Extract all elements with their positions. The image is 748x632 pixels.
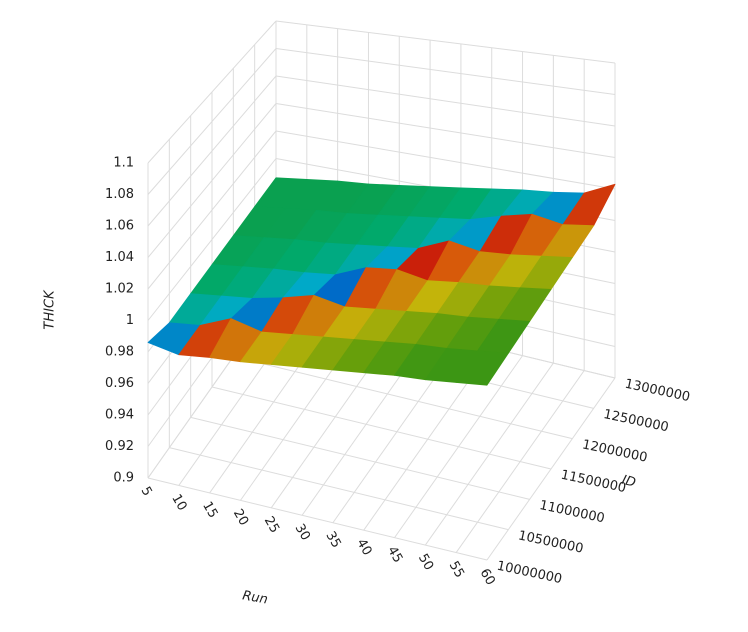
surface-patch [455,350,509,386]
x-tick-label: 30 [292,522,313,544]
x-tick-label: 5 [138,484,155,499]
grid-line [147,130,277,290]
y-axis-title: ID [620,473,637,491]
grid-line [275,103,616,158]
y-tick-label: 11000000 [538,498,606,526]
y-tick-label: 12500000 [602,407,670,435]
grid-line [147,477,488,561]
z-tick-label: 0.98 [105,345,134,360]
grid-line [147,48,277,195]
grid-line [275,75,616,127]
x-tick-label: 60 [477,566,498,588]
grid-line [275,130,616,190]
x-axis-title: Run [241,588,269,607]
x-tick-label: 50 [415,551,436,573]
z-tick-label: 1.04 [105,250,134,265]
y-tick-label: 12000000 [581,437,649,465]
x-tick-label: 15 [199,499,220,521]
y-tick-label: 13000000 [623,377,691,405]
grid-line [275,48,616,95]
x-tick-label: 40 [353,536,374,558]
x-tick-label: 20 [230,507,251,529]
x-tick-label: 10 [168,492,189,514]
z-tick-label: 1.08 [105,187,134,202]
z-tick-label: 0.94 [105,408,134,423]
grid-line [233,356,573,440]
y-tick-label: 10500000 [517,528,585,556]
z-tick-label: 1.06 [105,219,134,234]
surface [147,177,616,386]
grid-line [147,158,277,321]
z-tick-label: 0.9 [113,471,134,486]
grid-line [169,447,509,531]
grid-line [275,20,616,64]
y-tick-label: 11500000 [559,468,627,496]
grid-line [147,103,277,258]
x-tick-label: 35 [322,529,343,551]
grid-line [147,75,277,227]
z-tick-label: 0.96 [105,376,134,391]
z-tick-label: 1.1 [113,156,134,171]
x-tick-label: 45 [384,544,405,566]
grid-line [190,416,530,500]
grid-line [211,386,552,470]
z-tick-label: 1 [126,313,134,328]
z-tick-label: 1.02 [105,282,134,297]
z-tick-label: 0.92 [105,439,134,454]
grid-line [147,20,277,164]
y-tick-label: 10000000 [495,559,563,587]
z-axis-title: THICK [43,289,58,330]
x-tick-label: 25 [261,514,282,536]
x-tick-label: 55 [446,559,467,581]
